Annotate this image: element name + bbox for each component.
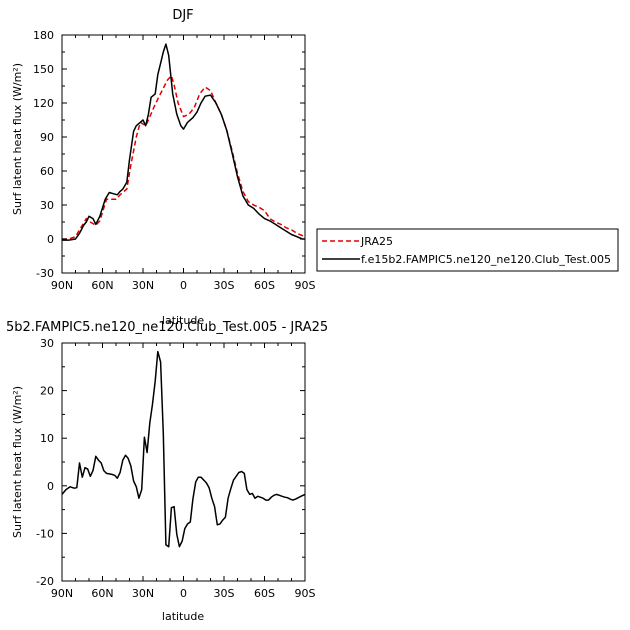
- bottom-y-tick-label: 20: [40, 385, 54, 398]
- top-x-tick-label: 0: [180, 279, 187, 292]
- bottom-axes: 90N 60N 30N 0 30S 60S 90S -20 -10 0 10 20 30: [36, 337, 315, 600]
- bottom-series-line-difference: [61, 350, 306, 548]
- legend: JRA25 f.e15b2.FAMPIC5.ne120_ne120.Club_T…: [316, 228, 619, 272]
- bottom-x-tick-label: 30N: [132, 587, 154, 600]
- top-x-tick-label: 90S: [295, 279, 316, 292]
- top-y-tick-label: 150: [33, 63, 54, 76]
- top-series-line-model: [62, 43, 305, 241]
- top-x-tick-label: 30S: [214, 279, 235, 292]
- top-y-tick-label: 60: [40, 165, 54, 178]
- bottom-y-tick-label: -20: [36, 575, 54, 588]
- bottom-y-tick-label: 30: [40, 337, 54, 350]
- top-x-tick-label: 30N: [132, 279, 154, 292]
- top-x-axis-label: latitude: [162, 314, 204, 327]
- bottom-x-tick-label: 30S: [214, 587, 235, 600]
- bottom-x-axis-label: latitude: [162, 610, 204, 623]
- bottom-x-tick-label: 0: [180, 587, 187, 600]
- top-x-tick-label: 90N: [51, 279, 73, 292]
- bottom-x-tick-label: 90N: [51, 587, 73, 600]
- bottom-y-tick-label: 10: [40, 432, 54, 445]
- top-chart-title: DJF: [172, 8, 193, 23]
- top-axes: 90N 60N 30N 0 30S 60S 90S -30 0 30 60 90 120 150 180: [33, 29, 316, 292]
- top-y-tick-label: 180: [33, 29, 54, 42]
- legend-box: [316, 228, 619, 272]
- legend-label-jra25: JRA25: [360, 235, 393, 248]
- top-panel: DJF Surf latent heat flux (W/m²) latitud…: [11, 8, 316, 327]
- top-y-tick-label: 0: [47, 233, 54, 246]
- bottom-y-tick-label: 0: [47, 480, 54, 493]
- top-x-tick-label: 60S: [254, 279, 275, 292]
- top-x-tick-label: 60N: [91, 279, 113, 292]
- legend-label-model: f.e15b2.FAMPIC5.ne120_ne120.Club_Test.00…: [361, 253, 611, 266]
- top-series-line-jra25: [62, 75, 306, 240]
- bottom-x-tick-label: 60S: [254, 587, 275, 600]
- bottom-series-layer: [61, 350, 306, 548]
- bottom-y-axis-label: Surf latent heat flux (W/m²): [11, 386, 24, 538]
- bottom-panel: 5b2.FAMPIC5.ne120_ne120.Club_Test.005 - …: [6, 320, 328, 623]
- bottom-x-tick-label: 90S: [295, 587, 316, 600]
- bottom-plot-frame: [61, 342, 306, 582]
- top-y-tick-label: 30: [40, 199, 54, 212]
- bottom-x-tick-label: 60N: [91, 587, 113, 600]
- bottom-chart-title: 5b2.FAMPIC5.ne120_ne120.Club_Test.005 - …: [6, 320, 328, 335]
- top-y-axis-label: Surf latent heat flux (W/m²): [11, 63, 24, 215]
- bottom-y-tick-label: -10: [36, 527, 54, 540]
- top-y-tick-label: -30: [36, 267, 54, 280]
- top-y-tick-label: 120: [33, 97, 54, 110]
- top-plot-frame: [61, 34, 306, 274]
- top-series-layer: [62, 43, 306, 241]
- top-y-tick-label: 90: [40, 131, 54, 144]
